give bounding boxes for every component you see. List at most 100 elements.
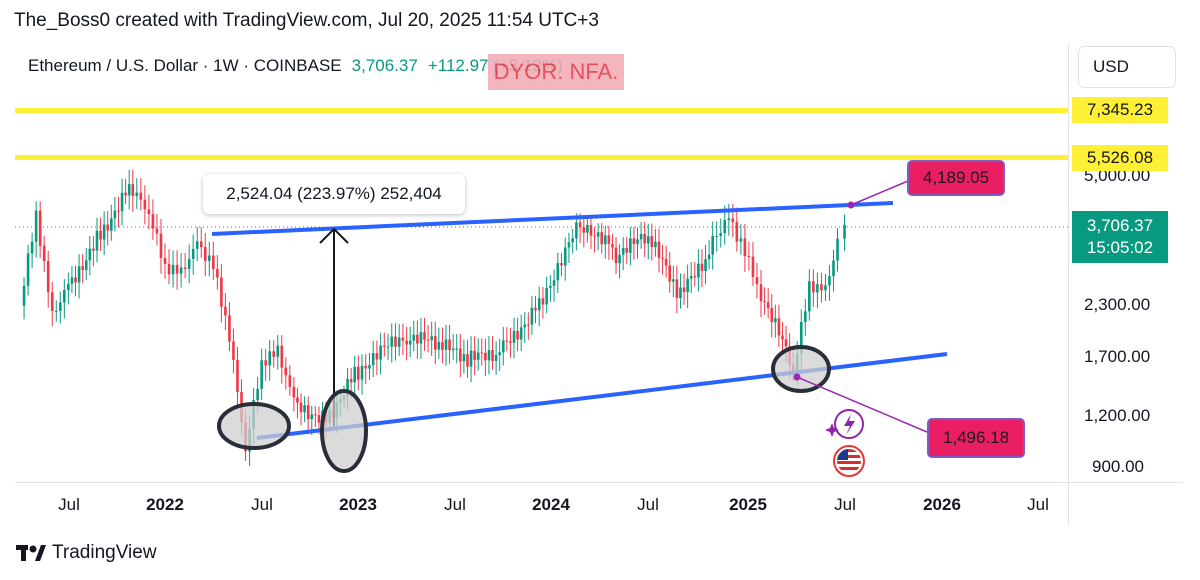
measure-label[interactable]: 2,524.04 (223.97%) 252,404: [203, 174, 465, 214]
price-axis[interactable]: 5,000.00 2,300.00 1,700.00 1,200.00 900.…: [1084, 166, 1150, 476]
candle-body: [828, 276, 831, 286]
candle-body: [723, 220, 727, 234]
candle-body: [739, 238, 743, 242]
candle-body: [412, 334, 416, 341]
candle-body: [476, 352, 480, 360]
candle-body: [596, 232, 600, 237]
candle-body: [124, 192, 127, 196]
candle-body: [836, 238, 839, 261]
candle-body: [430, 336, 433, 341]
candle-body: [523, 324, 527, 328]
currency-button[interactable]: USD: [1078, 46, 1176, 88]
candle-body: [303, 405, 306, 413]
level-tag-high: 7,345.23: [1072, 97, 1168, 123]
candle-body: [228, 315, 231, 342]
upper-callout[interactable]: 4,189.05: [907, 160, 1005, 196]
candle-body: [512, 330, 516, 343]
candle-body: [299, 402, 303, 413]
candle-body: [310, 414, 314, 420]
candle-body: [264, 360, 267, 366]
lower-trendline[interactable]: [256, 352, 948, 440]
candle-body: [820, 284, 823, 291]
candle-body: [433, 336, 437, 350]
candle-body: [735, 222, 739, 242]
candle-body: [519, 327, 523, 340]
candle-body: [46, 261, 50, 293]
candle-body: [537, 298, 541, 311]
candle-body: [379, 345, 382, 360]
x-tick: 2025: [729, 495, 767, 514]
x-tick: Jul: [58, 495, 80, 514]
candle-body: [88, 248, 92, 261]
candle-body: [131, 184, 135, 196]
candle-body: [268, 351, 272, 366]
candle-body: [462, 354, 466, 362]
time-axis[interactable]: Jul 2022 Jul 2023 Jul 2024 Jul 2025 Jul …: [58, 495, 1049, 514]
candle-body: [516, 330, 519, 340]
candle-body: [766, 302, 770, 308]
candle-body: [650, 236, 654, 248]
candle-body: [697, 263, 700, 278]
current-price-value: 3,706.37: [1086, 216, 1154, 235]
candle-body: [668, 265, 672, 282]
candle-body: [552, 280, 556, 286]
tradingview-footer[interactable]: TradingView: [16, 542, 157, 564]
candle-body: [784, 339, 788, 347]
symbol-title[interactable]: Ethereum / U.S. Dollar · 1W · COINBASE: [28, 56, 342, 75]
candle-body: [530, 307, 534, 325]
level-line-high[interactable]: [15, 108, 1068, 113]
candle-series: [22, 169, 846, 467]
candle-body: [296, 397, 299, 403]
sparkle-event-icon[interactable]: [825, 409, 864, 439]
candle-body: [163, 258, 167, 264]
candle-body: [383, 345, 386, 347]
x-tick: 2024: [532, 495, 570, 514]
candle-body: [575, 222, 578, 239]
candle-body: [386, 346, 390, 348]
candle-body: [679, 287, 682, 299]
candle-body: [614, 247, 618, 264]
bottom-ellipse-1[interactable]: [217, 402, 291, 450]
x-tick: 2026: [923, 495, 961, 514]
candle-body: [276, 345, 280, 357]
candle-body: [159, 233, 163, 259]
y-tick-1700: 1,700.00: [1084, 347, 1150, 366]
candle-body: [22, 285, 26, 306]
us-flag-icon[interactable]: [833, 445, 865, 477]
candle-body: [639, 233, 643, 240]
candle-body: [743, 238, 747, 257]
candle-body: [117, 210, 120, 212]
candle-body: [280, 345, 284, 368]
bottom-ellipse-2[interactable]: [320, 389, 368, 473]
candle-body: [183, 267, 187, 269]
candle-body: [81, 266, 84, 270]
level-line-mid[interactable]: [15, 155, 1068, 160]
candle-body: [99, 230, 102, 240]
y-tick-900: 900.00: [1092, 457, 1144, 476]
candle-body: [484, 352, 487, 361]
candle-body: [682, 287, 686, 293]
candle-body: [102, 224, 106, 240]
candle-body: [220, 277, 223, 307]
bar-countdown: 15:05:02: [1086, 238, 1154, 257]
candle-body: [498, 352, 501, 356]
bottom-ellipse-3[interactable]: [771, 345, 831, 393]
lower-callout[interactable]: 1,496.18: [927, 418, 1025, 458]
candle-body: [646, 236, 650, 244]
candle-body: [127, 184, 131, 196]
candle-body: [106, 224, 110, 231]
legend-price: 3,706.37: [351, 56, 418, 75]
candle-body: [288, 375, 292, 387]
upper-trendline[interactable]: [211, 201, 894, 236]
candle-body: [824, 285, 827, 291]
candle-body: [494, 355, 498, 361]
candle-body: [567, 242, 571, 248]
candle-body: [67, 283, 70, 291]
candle-body: [534, 307, 537, 311]
candle-body: [731, 218, 735, 223]
candle-body: [774, 318, 777, 323]
candle-body: [501, 340, 505, 353]
candle-body: [711, 236, 714, 255]
candle-body: [232, 341, 235, 360]
